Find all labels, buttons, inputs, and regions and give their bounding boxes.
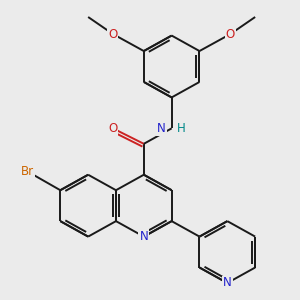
Text: N: N [140, 230, 148, 243]
Text: O: O [108, 28, 118, 40]
Text: Br: Br [21, 165, 34, 178]
Text: O: O [108, 122, 118, 135]
Text: H: H [177, 122, 186, 135]
Text: O: O [226, 28, 235, 40]
Text: N: N [223, 277, 232, 290]
Text: N: N [157, 122, 166, 135]
